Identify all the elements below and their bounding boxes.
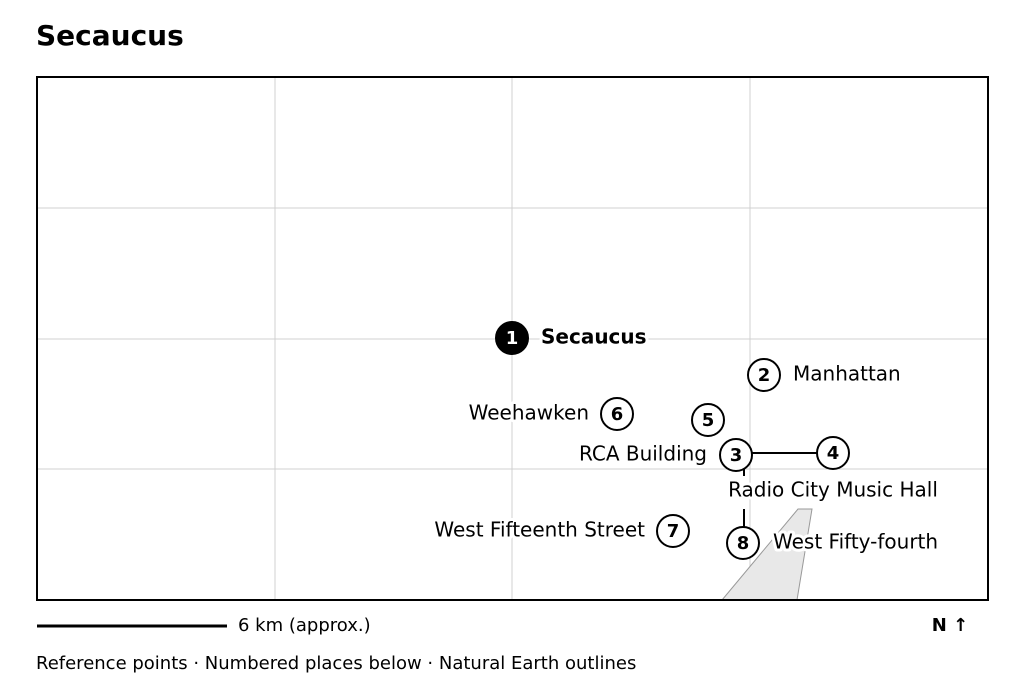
- place-number: 1: [506, 328, 519, 349]
- place-marker: [726, 526, 760, 560]
- place-label: West Fifteenth Street: [434, 518, 645, 542]
- place-number: 2: [758, 365, 771, 386]
- place-label: RCA Building: [579, 442, 707, 466]
- place-marker: [747, 358, 781, 392]
- place-label: Radio City Music Hall: [728, 478, 938, 502]
- place-marker: [656, 514, 690, 548]
- place-label: Manhattan: [793, 362, 901, 386]
- place-label: Weehawken: [469, 401, 589, 425]
- place-number: 8: [737, 533, 750, 554]
- scale-label: 6 km (approx.): [238, 615, 371, 636]
- place-number: 5: [702, 410, 715, 431]
- place-number: 3: [730, 445, 743, 466]
- place-label: West Fifty-fourth: [773, 530, 938, 554]
- place-number: 4: [827, 443, 840, 464]
- place-label: Secaucus: [541, 325, 647, 349]
- caption: Reference points · Numbered places below…: [36, 653, 636, 674]
- map-frame: [36, 76, 989, 601]
- place-marker: [495, 321, 529, 355]
- place-marker: [719, 438, 753, 472]
- place-marker: [816, 436, 850, 470]
- place-number: 7: [667, 521, 680, 542]
- title: Secaucus: [36, 19, 184, 52]
- place-marker: [691, 403, 725, 437]
- north-arrow: N ↑: [932, 615, 968, 636]
- place-number: 6: [611, 404, 624, 425]
- place-marker: [600, 397, 634, 431]
- markers: Secaucus 1 Manhattan 2 RCA Building 3 Radio Ci…: [431, 321, 941, 560]
